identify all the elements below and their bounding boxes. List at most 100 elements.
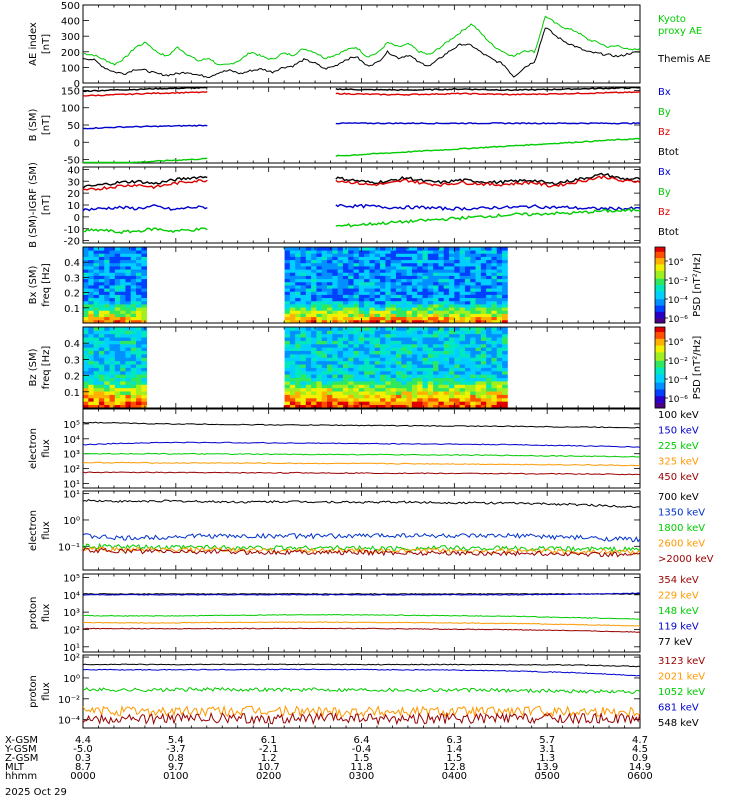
spectrogram-cell [98, 340, 105, 345]
spectrogram-cell [475, 300, 482, 305]
spectrogram-cell [125, 327, 132, 331]
spectrogram-cell [316, 377, 323, 382]
spectrogram-cell [401, 269, 407, 273]
spectrogram-cell [470, 300, 476, 305]
spectrogram-cell [406, 377, 413, 382]
spectrogram-cell [443, 374, 450, 379]
spectrogram-cell [401, 288, 407, 292]
spectrogram-cell [443, 350, 450, 355]
spectrogram-cell [109, 364, 116, 368]
spectrogram-cell [369, 327, 376, 331]
spectrogram-cell [337, 319, 344, 324]
spectrogram-cell [289, 269, 296, 273]
spectrogram-cell [475, 340, 482, 345]
spectrogram-cell [486, 288, 492, 292]
spectrogram-cell [316, 394, 323, 399]
spectrogram-cell [395, 337, 402, 341]
spectrogram-cell [395, 291, 402, 295]
spectrogram-cell [364, 364, 370, 368]
spectrogram-cell [120, 391, 126, 395]
colorbar-segment [655, 342, 665, 345]
spectrogram-cell [321, 374, 328, 379]
spectrogram-cell [422, 316, 429, 321]
spectrogram-cell [332, 364, 339, 368]
y-axis-label-ae-index: AE index [28, 22, 39, 66]
y-tick-label: 0.4 [64, 258, 80, 269]
x-tick-label-mlt: 13.9 [536, 762, 558, 773]
colorbar-segment [655, 381, 665, 384]
colorbar-segment [655, 391, 665, 394]
colorbar-frame [654, 326, 666, 409]
spectrogram-cell [88, 316, 94, 321]
spectrogram-cell [411, 350, 418, 355]
spectrogram-cell [284, 340, 291, 345]
spectrogram-cell [406, 307, 413, 311]
spectrogram-cell [422, 343, 429, 348]
spectrogram-cell [300, 272, 307, 276]
spectrogram-cell [449, 310, 455, 314]
colorbar-segment [655, 404, 665, 407]
spectrogram-cell [342, 307, 349, 311]
spectrogram-cell [311, 256, 317, 261]
spectrogram-cell [475, 304, 482, 308]
spectrogram-cell [98, 294, 105, 299]
spectrogram-cell [433, 297, 439, 302]
spectrogram-cell [311, 340, 317, 345]
spectrogram-cell [83, 259, 89, 264]
spectrogram-cell [417, 269, 423, 273]
spectrogram-cell [141, 330, 148, 335]
spectrogram-cell [443, 367, 450, 372]
spectrogram-cell [417, 404, 423, 409]
spectrogram-cell [480, 266, 487, 270]
spectrogram-cell [305, 343, 312, 348]
spectrogram-cell [83, 316, 89, 321]
spectrogram-cell [459, 357, 466, 362]
spectrogram-cell [491, 272, 498, 276]
spectrogram-cell [125, 404, 132, 409]
spectrogram-cell [342, 350, 349, 355]
spectrogram-cell [464, 354, 471, 358]
spectrogram-cell [427, 304, 434, 308]
spectrogram-cell [83, 347, 89, 352]
spectrogram-cell [443, 357, 450, 362]
spectrogram-cell [104, 360, 110, 365]
spectrogram-cell [300, 391, 307, 395]
spectrogram-cell [289, 343, 296, 348]
spectrogram-cell [83, 387, 89, 392]
spectrogram-cell [395, 300, 402, 305]
spectrogram-cell [295, 394, 301, 399]
spectrogram-cell [433, 300, 439, 305]
spectrogram-cell [374, 387, 381, 392]
spectrogram-cell [401, 307, 407, 311]
spectrogram-cell [395, 330, 402, 335]
spectrogram-cell [496, 313, 503, 318]
spectrogram-cell [491, 256, 498, 261]
spectrogram-cell [289, 377, 296, 382]
spectrogram-cell [321, 278, 328, 283]
spectrogram-cell [98, 319, 105, 324]
spectrogram-cell [332, 278, 339, 283]
spectrogram-cell [295, 354, 301, 358]
spectrogram-cell [380, 337, 386, 341]
spectrogram-cell [98, 297, 105, 302]
spectrogram-cell [332, 360, 339, 365]
legend-entry: By [658, 187, 671, 198]
spectrogram-cell [364, 310, 370, 314]
spectrogram-cell [104, 275, 110, 280]
spectrogram-cell [459, 367, 466, 372]
spectrogram-cell [300, 377, 307, 382]
spectrogram-cell [390, 367, 397, 372]
spectrogram-cell [98, 370, 105, 375]
spectrogram-cell [125, 285, 132, 289]
spectrogram-cell [364, 250, 370, 254]
spectrogram-cell [348, 381, 354, 385]
spectrogram-cell [88, 397, 94, 402]
spectrogram-cell [470, 343, 476, 348]
legend-entry: Bz [658, 207, 670, 218]
spectrogram-cell [93, 319, 100, 324]
spectrogram-cell [369, 343, 376, 348]
spectrogram-cell [459, 377, 466, 382]
spectrogram-cell [327, 253, 333, 257]
spectrogram-cell [496, 285, 503, 289]
spectrogram-cell [130, 288, 137, 292]
